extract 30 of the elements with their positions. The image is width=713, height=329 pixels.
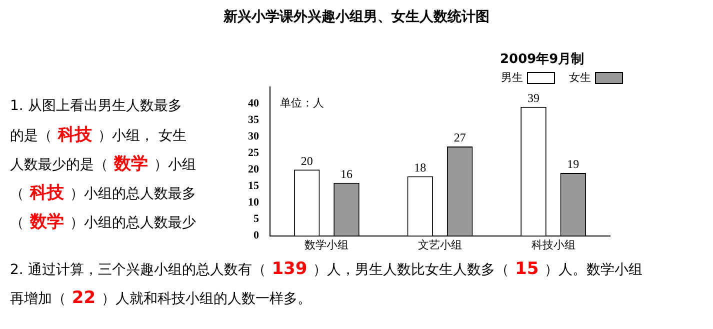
data-label: 27 (454, 130, 466, 145)
data-label: 39 (528, 90, 540, 105)
chart-title: 新兴小学课外兴趣小组男、女生人数统计图 (222, 8, 490, 26)
text: （ 数学 ）小组的总人数最少 (10, 211, 197, 234)
data-label: 16 (340, 167, 352, 182)
text: 1. 从图上看出男生人数最多 (10, 97, 183, 116)
y-tick-label: 20 (248, 164, 260, 176)
y-axis-title: 单位：人 (280, 96, 324, 110)
y-tick-label: 40 (248, 97, 260, 110)
text: 人数最少的是（ 数学 ）小组 (10, 153, 197, 176)
x-tick-label: 文艺小组 (418, 238, 462, 252)
text: 2009年9月制 (500, 51, 584, 68)
data-label: 18 (414, 160, 426, 174)
y-tick-label: 15 (248, 180, 260, 192)
y-tick-label: 35 (248, 114, 260, 126)
data-label: 19 (567, 157, 580, 172)
text: 男生 (501, 70, 523, 85)
text: 的是（ 科技 ）小组， 女生 (10, 124, 188, 147)
data-label: 20 (300, 154, 313, 168)
text: （ 科技 ）小组的总人数最多 (10, 182, 197, 205)
y-tick-label: 5 (254, 213, 260, 226)
y-tick-label: 30 (248, 130, 260, 142)
y-tick-label: 25 (248, 146, 260, 159)
x-tick-label: 科技小组 (531, 238, 576, 252)
legend-label: 女生 (569, 70, 591, 85)
text: 2. 通过计算，三个兴趣小组的总人数有（ 139 ）人，男生人数比女生人数多（ 15 ）人。数学小组 (10, 258, 644, 281)
x-tick-label: 数学小组 (304, 238, 349, 252)
y-tick-label: 0 (254, 230, 260, 242)
y-tick-label: 10 (248, 196, 260, 209)
text: 再增加（ 22 ）人就和科技小组的人数一样多。 (10, 287, 312, 310)
